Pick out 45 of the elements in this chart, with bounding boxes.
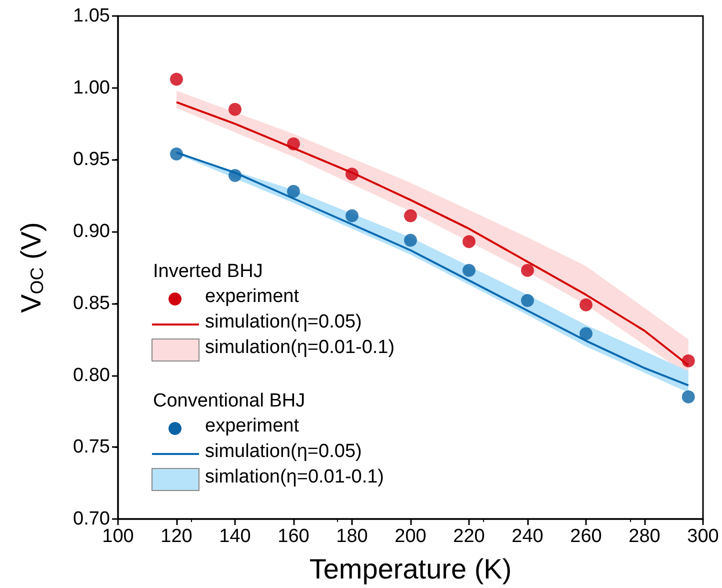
x-axis-title: Temperature (K) <box>309 554 512 584</box>
x-tick-label: 220 <box>453 526 485 547</box>
point <box>580 327 592 340</box>
point <box>580 298 592 312</box>
y-tick-label: 1.00 <box>73 77 110 98</box>
x-tick-label: 200 <box>394 526 426 547</box>
y-tick-label: 1.05 <box>73 6 110 26</box>
point <box>346 168 358 181</box>
legend-label: simulation(η=0.05) <box>205 441 362 462</box>
legend-label: experiment <box>205 286 300 307</box>
point <box>170 72 183 86</box>
y-tick-label: 0.90 <box>73 221 110 242</box>
y-tick-label: 0.75 <box>73 436 110 458</box>
annotation: Inverted BHJ <box>153 261 263 282</box>
point <box>521 264 534 277</box>
x-tick-label: 280 <box>628 526 660 547</box>
x-tick-label: 260 <box>570 526 602 547</box>
y-tick-label: 0.95 <box>73 149 110 170</box>
annotation: Conventional BHJ <box>153 390 306 412</box>
x-tick-label: 160 <box>278 526 310 547</box>
legend-label: simlation(η=0.01-0.1) <box>205 466 384 488</box>
point <box>462 264 476 277</box>
legend-label: experiment <box>205 416 300 436</box>
point <box>170 147 183 160</box>
x-tick-label: 300 <box>687 526 719 547</box>
point <box>404 234 417 247</box>
point <box>228 169 242 182</box>
point <box>462 235 476 248</box>
point <box>682 354 695 368</box>
x-tick-label: 120 <box>160 526 192 547</box>
point <box>404 209 417 222</box>
legend-label: simulation(η=0.01-0.1) <box>205 337 395 358</box>
legend-label: simulation(η=0.05) <box>205 312 362 332</box>
point <box>346 209 358 222</box>
point <box>287 137 300 150</box>
y-tick-label: 0.80 <box>73 364 110 386</box>
x-tick-label: 240 <box>512 526 544 547</box>
x-tick-label: 180 <box>336 526 368 547</box>
y-tick-label: 0.85 <box>73 292 110 314</box>
y-axis-title: VOC (V) <box>16 222 47 313</box>
point <box>682 390 695 404</box>
point <box>521 294 534 308</box>
point <box>228 102 242 116</box>
point <box>287 184 300 198</box>
x-tick-label: 140 <box>219 526 251 547</box>
